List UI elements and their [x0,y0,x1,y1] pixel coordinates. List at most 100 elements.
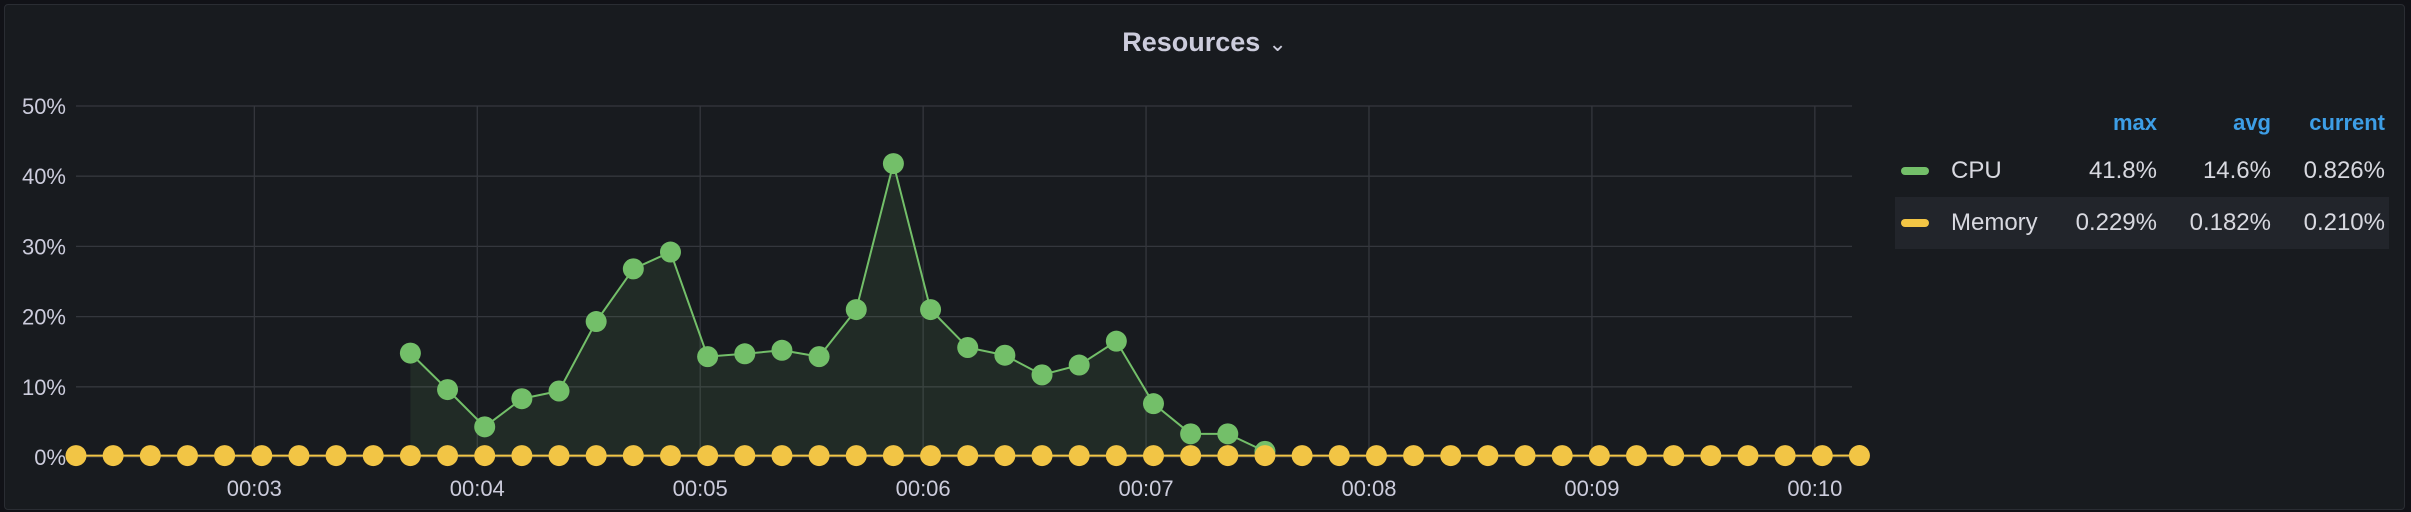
memory-point [1737,445,1759,467]
cpu-point [511,388,533,410]
memory-point [1105,445,1127,467]
memory-point [659,445,681,467]
resources-panel: Resources ⌄ 0% 10% 20% 30% 40% 50% 00:03 00:04 00… [4,4,2405,510]
chevron-down-icon: ⌄ [1268,31,1287,56]
x-tick-label: 00:08 [1341,476,1396,501]
cpu-point [548,380,570,402]
memory-point [1626,445,1648,467]
memory-point [1663,445,1685,467]
memory-point [808,445,830,467]
memory-point [362,445,384,467]
legend-swatch-cpu [1901,167,1929,175]
memory-avg: 0.182% [2189,209,2271,236]
cpu-point [734,343,756,365]
y-tick-label: 30% [22,234,66,259]
memory-point [1848,445,1870,467]
y-tick-label: 0% [34,445,66,470]
cpu-max: 41.8% [2088,157,2157,184]
cpu-point [1142,393,1164,415]
memory-point [102,445,124,467]
cpu-point [1105,330,1127,352]
cpu-point [771,339,793,361]
legend-table: max avg current CPU 41.8% 14.6% 0.826% M… [1895,101,2389,249]
cpu-point [659,241,681,263]
memory-point [697,445,719,467]
legend-row-cpu[interactable]: CPU 41.8% 14.6% 0.826% [1895,145,2389,197]
x-tick-label: 00:03 [227,476,282,501]
cpu-point [1217,423,1239,445]
cpu-point [920,299,942,321]
memory-point [65,445,87,467]
cpu-current: 0.826% [2303,157,2385,184]
cpu-point [585,311,607,333]
memory-point [548,445,570,467]
x-tick-label: 00:05 [673,476,728,501]
memory-point [474,445,496,467]
legend-label-memory: Memory [1951,209,2038,236]
x-tick-label: 00:09 [1564,476,1619,501]
memory-point [1811,445,1833,467]
y-tick-label: 40% [22,164,66,189]
memory-point [1440,445,1462,467]
memory-point [511,445,533,467]
memory-point [1774,445,1796,467]
y-tick-label: 20% [22,305,66,330]
cpu-point [957,336,979,358]
cpu-point [622,258,644,280]
memory-point [882,445,904,467]
panel-title-menu[interactable]: Resources ⌄ [5,27,2404,58]
memory-point [994,445,1016,467]
memory-point [845,445,867,467]
legend-header-avg[interactable]: avg [2233,110,2271,135]
memory-point [1365,445,1387,467]
memory-point [1328,445,1350,467]
memory-point [288,445,310,467]
memory-point [1068,445,1090,467]
resources-chart: 0% 10% 20% 30% 40% 50% 00:03 00:04 00:05 00:06 00:… [22,94,1870,501]
cpu-point [399,342,421,364]
cpu-point [845,299,867,321]
memory-point [920,445,942,467]
memory-point [176,445,198,467]
memory-point [734,445,756,467]
x-tick-label: 00:04 [450,476,505,501]
memory-point [399,445,421,467]
y-tick-label: 10% [22,375,66,400]
legend-header-current[interactable]: current [2309,110,2385,135]
memory-point [437,445,459,467]
memory-point [325,445,347,467]
memory-current: 0.210% [2303,209,2385,236]
memory-max: 0.229% [2075,209,2157,236]
x-tick-label: 00:06 [896,476,951,501]
x-tick-label: 00:10 [1787,476,1842,501]
memory-point [957,445,979,467]
memory-point [139,445,161,467]
cpu-point [808,346,830,368]
memory-point [1142,445,1164,467]
legend-row-memory[interactable]: Memory 0.229% 0.182% 0.210% [1895,197,2389,249]
memory-point [1588,445,1610,467]
x-tick-label: 00:07 [1119,476,1174,501]
memory-point [251,445,273,467]
memory-point [1217,445,1239,467]
memory-point [1254,445,1276,467]
legend-label-cpu: CPU [1951,157,2002,184]
cpu-point [437,379,459,401]
legend-header: max avg current [1895,101,2389,145]
memory-point [1700,445,1722,467]
cpu-point [882,153,904,175]
legend-swatch-memory [1901,219,1929,227]
memory-point [771,445,793,467]
memory-point [622,445,644,467]
memory-point [1551,445,1573,467]
legend-header-max[interactable]: max [2112,110,2157,135]
memory-point [1291,445,1313,467]
memory-point [1477,445,1499,467]
cpu-area [410,163,1265,457]
memory-point [1180,445,1202,467]
memory-point [1403,445,1425,467]
panel-title: Resources [1122,27,1261,57]
cpu-avg: 14.6% [2202,157,2271,184]
memory-point [214,445,236,467]
cpu-point [474,416,496,438]
